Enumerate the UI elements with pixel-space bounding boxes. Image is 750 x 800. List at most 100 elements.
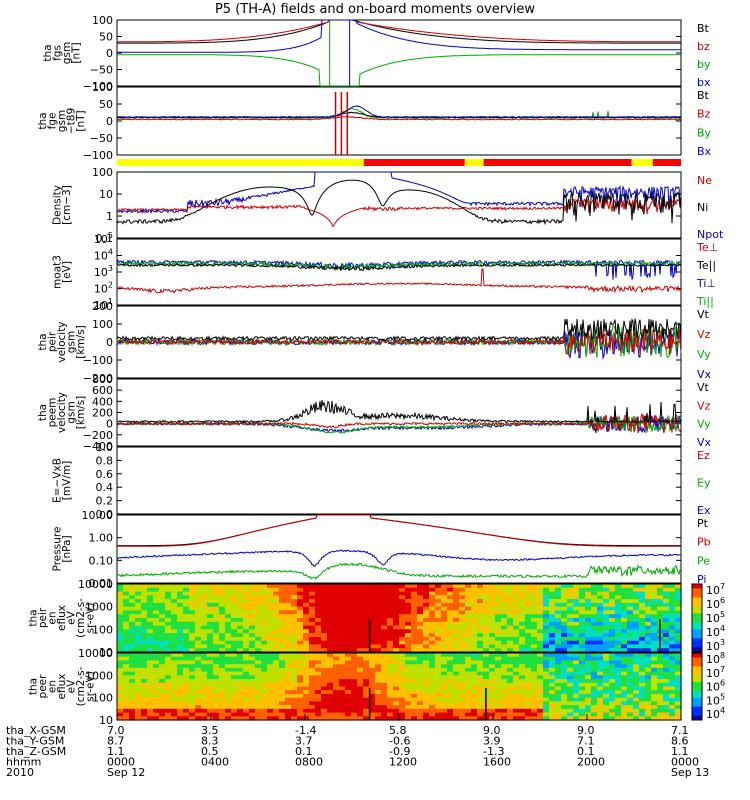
spectrogram-cell [429,671,436,676]
spectrogram-cell [123,656,130,661]
spectrogram-cell [543,679,550,684]
spectrogram-cell [417,633,424,638]
spectrogram-cell [375,648,382,653]
spectrogram-cell [165,614,172,619]
spectrogram-cell [237,675,244,680]
spectrogram-cell [195,591,202,596]
spectrogram-cell [519,621,526,627]
spectrogram-cell [219,618,226,623]
spectrogram-cell [663,606,670,612]
spectrogram-cell [465,708,472,714]
series-ti-perp [116,259,682,280]
spectrogram-cell [489,675,496,680]
y-axis-label-line: tha [37,404,49,421]
spectrogram-cell [465,595,472,600]
spectrogram-cell [537,636,544,642]
panel-frame [116,19,682,87]
spectrogram-cell [273,712,280,717]
spectrogram-cell [477,584,484,589]
spectrogram-cell [219,648,226,653]
spectrogram-cell [387,679,394,684]
spectrogram-cell [591,686,598,691]
spectrogram-cell [645,675,652,680]
spectrogram-cell [453,686,460,691]
spectrogram-cell [255,629,262,634]
spectrogram-cell [117,682,124,688]
spectrogram-cell [531,667,538,673]
spectrogram-cell [669,716,676,721]
spectrogram-cell [669,648,676,653]
spectrogram-cell [591,591,598,596]
spectrogram-cell [603,648,610,653]
spectrogram-cell [195,675,202,680]
spectrogram-cell [561,606,568,612]
spectrogram-cell [441,667,448,673]
spectrogram-cell [171,675,178,680]
colorbar-swatch [692,675,702,679]
spectrogram-cell [255,705,262,710]
spectrogram-cell [597,633,604,638]
spectrogram-cell [339,621,346,627]
spectrogram-cell [303,660,310,665]
y-tick-label: 50 [99,98,113,111]
spectrogram-cell [183,633,190,638]
spectrogram-cell [471,690,478,695]
spectrogram-cell [453,644,460,649]
spectrogram-cell [291,671,298,676]
spectrogram-cell [639,602,646,608]
spectrogram-cell [207,595,214,600]
spectrogram-cell [249,599,256,604]
spectrogram-cell [549,595,556,600]
spectrogram-cell [159,602,166,608]
spectrogram-cell [327,686,334,691]
spectrogram-cell [207,606,214,612]
spectrogram-cell [543,690,550,695]
spectrogram-cell [183,625,190,630]
spectrogram-cell [561,610,568,615]
spectrogram-cell [639,625,646,630]
spectrogram-cell [555,697,562,702]
spectrogram-cell [333,667,340,673]
spectrogram-cell [519,667,526,673]
spectrogram-cell [381,675,388,680]
spectrogram-cell [585,712,592,717]
spectrogram-cell [573,610,580,615]
spectrogram-cell [321,708,328,714]
spectrogram-cell [495,606,502,612]
spectrogram-cell [447,640,454,646]
spectrogram-cell [333,621,340,627]
spectrogram-cell [429,629,436,634]
spectrogram-cell [591,708,598,714]
spectrogram-cell [675,648,682,653]
spectrogram-cell [591,693,598,699]
spectrogram-cell [459,671,466,676]
spectrogram-cell [327,679,334,684]
spectrogram-cell [327,653,334,658]
spectrogram-cell [213,697,220,702]
spectrogram-cell [435,705,442,710]
spectrogram-cell [309,679,316,684]
spectrogram-cell [315,640,322,646]
spectrogram-cell [327,675,334,680]
spectrogram-cell [453,595,460,600]
spectrogram-cell [555,690,562,695]
spectrogram-cell [309,591,316,596]
spectrogram-cell [393,599,400,604]
spectrogram-cell [369,679,376,684]
spectrogram-cell [651,697,658,702]
spectrogram-cell [417,679,424,684]
spectrogram-cell [135,664,142,669]
spectrogram-cell [375,697,382,702]
spectrogram-cell [357,584,364,589]
spectrogram-cell [357,636,364,642]
spectrogram-cell [441,633,448,638]
spectrogram-cell [633,716,640,721]
spectrogram-cell [357,660,364,665]
spectrogram-cell [483,675,490,680]
spectrogram-cell [579,701,586,706]
spectrogram-cell [543,595,550,600]
spectrogram-cell [507,625,514,630]
spectrogram-cell [345,636,352,642]
spectrogram-cell [645,610,652,615]
